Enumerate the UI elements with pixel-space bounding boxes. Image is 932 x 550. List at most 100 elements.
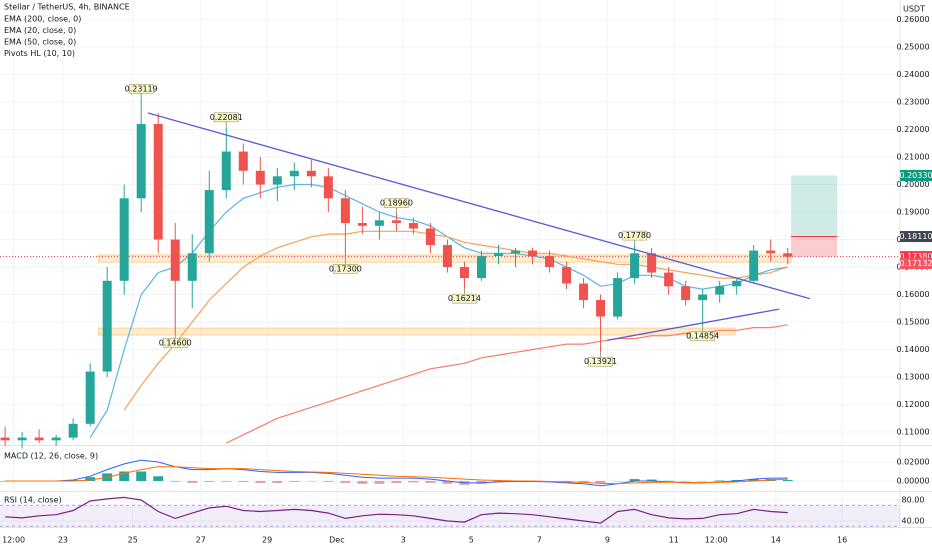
candle-body (85, 371, 95, 424)
pivot-label: 0.23119 (125, 84, 158, 93)
y-tick-label: 80.00 (902, 495, 925, 504)
trendline (607, 308, 780, 341)
macd-line (5, 466, 788, 485)
y-tick-label: 0.19000 (896, 208, 929, 217)
price-tag-label: 0.18110 (899, 232, 932, 241)
profit-zone (791, 175, 838, 237)
histogram-bar (595, 480, 606, 484)
candle-body (170, 239, 180, 281)
y-tick-label: 0.25000 (896, 43, 929, 52)
candle-body (136, 124, 146, 199)
price-tag (900, 257, 932, 269)
histogram-bar (425, 480, 436, 483)
x-tick-label: 11 (669, 536, 679, 545)
price-tag-label: 0.20330 (899, 171, 932, 180)
pivot-box (128, 83, 154, 94)
candle-body (732, 280, 742, 287)
y-tick-label: 0.14000 (896, 345, 929, 354)
price-tag-label: 0.17132 (899, 259, 932, 268)
pane-title: RSI (14, close) (4, 496, 62, 505)
pivot-box (622, 230, 647, 241)
y-tick-label: 0.02000 (896, 457, 929, 466)
candle-body (545, 256, 555, 268)
pivot-label: 0.17300 (329, 264, 362, 273)
histogram-bar (289, 480, 300, 482)
histogram-bar (663, 480, 674, 482)
pivot-label: 0.18960 (380, 199, 413, 208)
macd-line (5, 459, 788, 487)
indicator-label: Pivots HL (10, 10) (4, 49, 75, 58)
pane-title: MACD (12, 26, close, 9) (4, 452, 98, 461)
histogram-bar (238, 480, 249, 482)
candle-body (357, 223, 367, 226)
histogram-bar (323, 480, 334, 482)
x-tick-label: 9 (605, 536, 610, 545)
currency: USDT (903, 5, 925, 14)
x-tick-label: 5 (469, 536, 474, 545)
y-tick-label: 40.00 (902, 517, 925, 526)
candle-body (102, 280, 112, 372)
y-tick-label: 0.11000 (896, 428, 929, 437)
pivot-box (162, 338, 188, 348)
candle-body (613, 278, 623, 317)
candle-body (425, 228, 435, 246)
histogram-bar (221, 480, 232, 482)
y-tick-label: 0.21000 (896, 153, 929, 162)
x-tick-label: 23 (58, 536, 68, 545)
candle-body (408, 223, 418, 229)
candle-body (442, 245, 452, 268)
y-tick-label: 0.00000 (896, 476, 929, 485)
candle-body (34, 437, 44, 441)
histogram-bar (714, 480, 725, 482)
price-tag (900, 251, 932, 263)
histogram-bar (255, 480, 266, 483)
candle-body (698, 294, 708, 301)
candle-body (255, 170, 265, 185)
pivot-box (333, 264, 358, 274)
candle-body (0, 437, 10, 441)
pivot-box (690, 331, 715, 341)
x-tick-label: 12:00 (2, 536, 25, 545)
price-tag-label: 0.17380 (899, 252, 932, 261)
candle-body (596, 300, 606, 317)
rsi-band (0, 505, 900, 527)
pivot-label: 0.16214 (448, 294, 481, 303)
histogram-bar (697, 480, 708, 482)
candle-body (511, 250, 521, 254)
candle-body (221, 151, 231, 191)
histogram-bar (629, 479, 640, 481)
y-tick-label: 0.13000 (896, 373, 929, 382)
candle-body (476, 256, 486, 279)
indicator-label: EMA (200, close, 0) (4, 15, 81, 24)
histogram-bar (187, 480, 198, 483)
histogram-bar (136, 471, 147, 481)
rsi-line (5, 496, 788, 524)
candle-body (119, 198, 129, 281)
candle-body (715, 286, 725, 295)
pivot-box (588, 356, 613, 367)
y-tick-label: 0.15000 (896, 318, 929, 327)
price-tag (900, 231, 932, 243)
pivot-label: 0.17780 (618, 231, 651, 240)
histogram-bar (782, 480, 793, 481)
histogram-bar (374, 480, 385, 484)
y-tick-label: 0.22000 (896, 125, 929, 134)
x-tick-label: 16 (837, 536, 847, 545)
histogram-bar (170, 480, 181, 482)
pivot-box (452, 293, 477, 304)
candle-body (153, 124, 163, 240)
loss-zone (791, 236, 838, 257)
candle-body (528, 250, 538, 257)
candle-body (204, 190, 214, 254)
x-tick-label: 7 (537, 536, 542, 545)
y-tick-label: 0.24000 (896, 70, 929, 79)
y-tick-label: 0.12000 (896, 400, 929, 409)
histogram-bar (578, 480, 589, 483)
x-tick-label: 12:00 (705, 536, 728, 545)
candle-body (17, 437, 27, 441)
indicator-label: EMA (20, close, 0) (4, 26, 76, 35)
histogram-bar (391, 480, 402, 483)
histogram-bar (442, 480, 453, 484)
candle-body (289, 170, 299, 177)
